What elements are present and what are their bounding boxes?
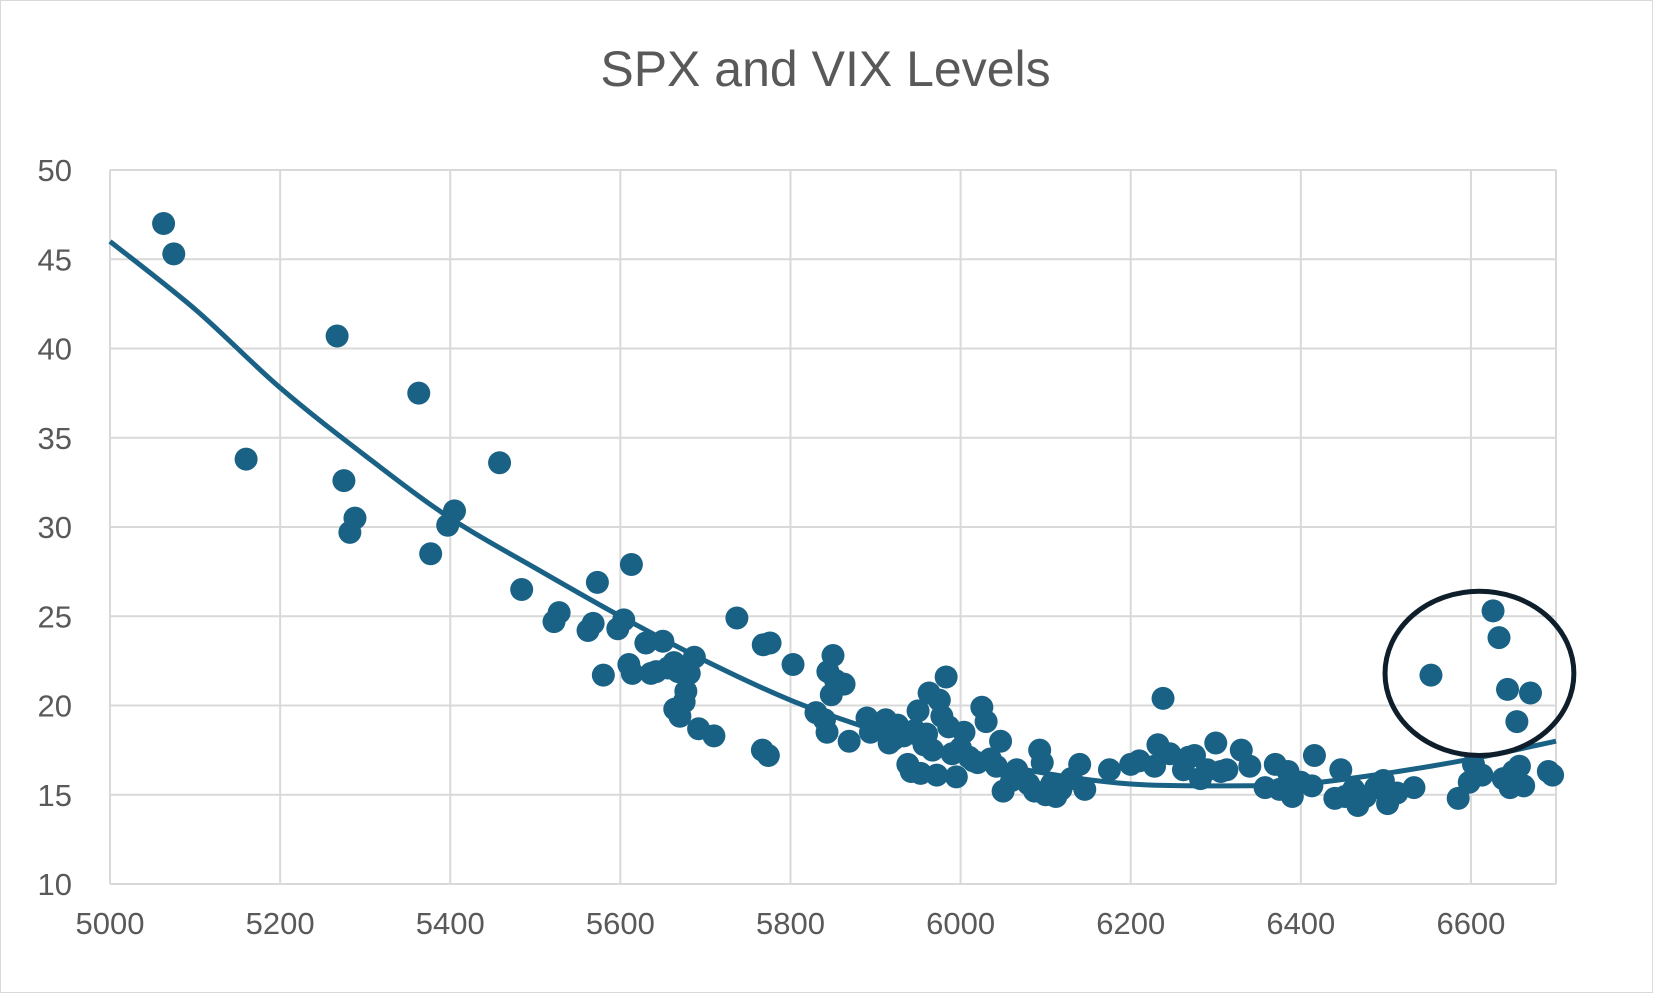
data-point	[510, 577, 534, 601]
data-point	[1302, 743, 1326, 767]
data-point	[925, 763, 949, 787]
data-point	[634, 631, 658, 655]
data-point	[952, 720, 976, 744]
data-point	[152, 212, 176, 236]
data-point	[612, 608, 636, 632]
data-point	[442, 499, 466, 523]
data-point	[1481, 599, 1505, 623]
data-point	[1419, 663, 1443, 687]
y-tick-label: 15	[38, 778, 72, 813]
annotations	[1382, 588, 1577, 758]
data-point	[1143, 754, 1167, 778]
y-tick-label: 25	[38, 599, 72, 634]
data-point	[1030, 751, 1054, 775]
y-tick-label: 10	[38, 867, 72, 902]
data-point	[1073, 777, 1097, 801]
data-point	[1487, 626, 1511, 650]
data-point	[1507, 754, 1531, 778]
data-point	[832, 672, 856, 696]
data-point	[1151, 686, 1175, 710]
data-point	[585, 570, 609, 594]
y-tick-label: 40	[38, 332, 72, 367]
data-point	[234, 447, 258, 471]
data-point	[934, 665, 958, 689]
y-tick-label: 30	[38, 510, 72, 545]
data-point	[325, 324, 349, 348]
data-point	[1068, 752, 1092, 776]
data-point	[407, 381, 431, 405]
gridlines	[110, 169, 1557, 884]
data-point	[651, 629, 675, 653]
data-point	[725, 606, 749, 630]
y-tick-label: 45	[38, 242, 72, 277]
chart-title: SPX and VIX Levels	[600, 41, 1051, 97]
data-point	[758, 631, 782, 655]
data-point	[581, 611, 605, 635]
data-point	[1541, 763, 1565, 787]
x-tick-label: 6400	[1266, 906, 1335, 941]
data-point	[547, 601, 571, 625]
data-point	[1215, 758, 1239, 782]
data-point	[815, 720, 839, 744]
data-point	[1204, 731, 1228, 755]
data-point	[162, 242, 186, 266]
data-point	[984, 754, 1008, 778]
data-point	[821, 644, 845, 668]
x-tick-label: 5800	[756, 906, 825, 941]
data-point	[1402, 776, 1426, 800]
data-point	[488, 451, 512, 475]
data-point	[1238, 754, 1262, 778]
data-point	[837, 729, 861, 753]
data-point	[1496, 677, 1520, 701]
highlight-ellipse	[1382, 588, 1577, 758]
axes	[109, 170, 1556, 885]
data-point	[338, 520, 362, 544]
data-point	[591, 663, 615, 687]
data-point	[1329, 758, 1353, 782]
x-tick-label: 6000	[926, 906, 995, 941]
data-point	[332, 469, 356, 493]
x-tick-label: 5400	[416, 906, 485, 941]
x-tick-label: 6600	[1436, 906, 1505, 941]
data-point	[781, 652, 805, 676]
x-tick-label: 5600	[586, 906, 655, 941]
data-point	[1097, 758, 1121, 782]
y-tick-labels: 10 15 20 25 30 35 40 45 50	[38, 153, 72, 902]
y-tick-label: 50	[38, 153, 72, 188]
x-tick-label: 6200	[1096, 906, 1165, 941]
data-point	[989, 729, 1013, 753]
data-point	[944, 765, 968, 789]
data-point	[1446, 786, 1470, 810]
data-point	[682, 645, 706, 669]
y-tick-label: 20	[38, 689, 72, 724]
x-tick-labels: 5000 5200 5400 5600 5800 6000 6200 6400 6600	[76, 906, 1506, 941]
data-point	[674, 679, 698, 703]
data-point	[906, 699, 930, 723]
data-point	[1470, 763, 1494, 787]
data-point	[620, 661, 644, 685]
x-tick-label: 5000	[76, 906, 145, 941]
data-point	[974, 710, 998, 734]
data-point	[702, 724, 726, 748]
data-points	[152, 212, 1565, 817]
data-point	[419, 542, 443, 566]
data-point	[1505, 710, 1529, 734]
data-point	[1512, 774, 1536, 798]
data-point	[1300, 774, 1324, 798]
data-point	[756, 743, 780, 767]
data-point	[619, 552, 643, 576]
data-point	[1158, 742, 1182, 766]
y-tick-label: 35	[38, 421, 72, 456]
data-point	[1518, 681, 1542, 705]
data-point	[921, 738, 945, 762]
x-tick-label: 5200	[246, 906, 315, 941]
